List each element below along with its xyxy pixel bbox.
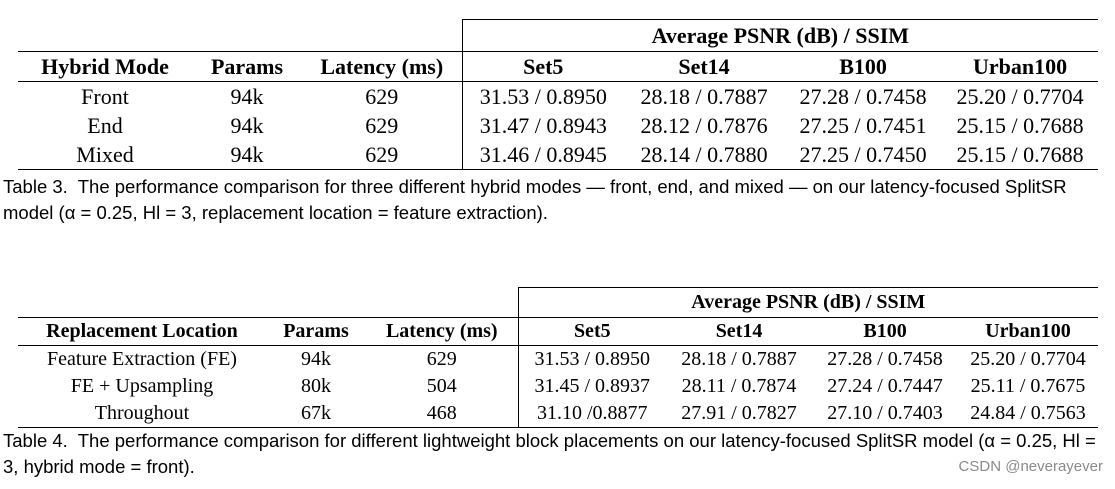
table-cell: 28.18 / 0.7887 [640,83,768,109]
column-header: Set14 [624,51,785,82]
column-header: Replacement Location [18,317,266,346]
table-cell: 31.46 / 0.8945 [461,140,625,170]
column-header: Params [266,317,366,346]
table-cell: 94k [301,348,331,370]
table-cell: 80k [301,375,331,397]
table-cell: 25.20 / 0.7704 [956,83,1084,109]
table-cell: 27.28 / 0.7458 [799,83,927,109]
column-header: Hybrid Mode [18,51,192,82]
table-cell: 67k [266,400,366,428]
caption-text: The performance comparison for different… [3,430,1096,477]
table-cell: Feature Extraction (FE) [47,348,237,370]
caption-label: Table 4. [3,430,68,451]
table-cell: 28.14 / 0.7880 [624,140,785,170]
table-cell: 24.84 / 0.7563 [958,400,1099,428]
watermark: CSDN @neverayever [958,458,1103,475]
table-3-group-header: Average PSNR (dB) / SSIM [461,19,1099,52]
column-header: Set14 [666,317,813,346]
table-3: Average PSNR (dB) / SSIM Hybrid Mode Par… [18,19,1099,170]
table-4-group-row: Average PSNR (dB) / SSIM [18,287,1099,318]
table-row: Throughout 67k 468 31.10 /0.8877 27.91 /… [18,400,1099,428]
table-4: Average PSNR (dB) / SSIM Replacement Loc… [18,287,1099,428]
table-cell: 94k [230,83,264,109]
table-cell: End [87,112,123,138]
table-cell: 31.53 / 0.8950 [461,81,625,111]
table-row: Feature Extraction (FE) 94k 629 31.53 / … [18,345,1098,373]
table-cell: 94k [192,140,302,170]
table-cell: 27.25 / 0.7450 [784,140,943,170]
caption-text: The performance comparison for three dif… [3,176,1067,223]
column-header: B100 [812,317,959,346]
table-cell: 629 [365,83,399,109]
table-cell: 468 [366,400,519,428]
table-3-group-row: Average PSNR (dB) / SSIM [18,19,1099,52]
column-header: Urban100 [958,317,1099,346]
table-cell: FE + Upsampling [70,375,214,397]
column-header: Latency (ms) [366,317,519,346]
table-row: Front 94k 629 31.53 / 0.8950 28.18 / 0.7… [18,81,1098,111]
table-cell: 25.15 / 0.7688 [956,112,1084,138]
table-cell: 31.53 / 0.8950 [517,345,667,373]
column-header: Urban100 [942,51,1099,82]
table-cell: 504 [426,375,457,397]
table-3-caption: Table 3. The performance comparison for … [3,174,1115,226]
column-header: Latency (ms) [302,51,463,82]
table-cell: 25.20 / 0.7704 [970,348,1086,370]
table-3-header-row: Hybrid Mode Params Latency (ms) Set5 Set… [18,51,1099,82]
table-cell: 94k [230,112,264,138]
table-cell: 629 [365,112,399,138]
table-cell: 25.11 / 0.7675 [970,375,1086,397]
table-cell: 27.24 / 0.7447 [827,375,943,397]
table-cell: 27.10 / 0.7403 [812,400,959,428]
table-cell: 27.91 / 0.7827 [666,400,813,428]
table-cell: 629 [302,140,463,170]
table-cell: 25.15 / 0.7688 [942,140,1099,170]
column-header: B100 [784,51,943,82]
table-4-header-row: Replacement Location Params Latency (ms)… [18,317,1099,346]
table-row: Mixed 94k 629 31.46 / 0.8945 28.14 / 0.7… [18,140,1099,170]
table-cell: 31.47 / 0.8943 [461,111,625,140]
table-cell: 31.10 /0.8877 [517,400,667,428]
table-cell: Mixed [18,140,192,170]
table-row: FE + Upsampling 80k 504 31.45 / 0.8937 2… [18,373,1098,400]
table-cell: 28.18 / 0.7887 [681,348,797,370]
table-cell: Throughout [18,400,266,428]
table-row: End 94k 629 31.47 / 0.8943 28.12 / 0.787… [18,111,1098,140]
table-cell: 28.11 / 0.7874 [681,375,797,397]
table-cell: 28.12 / 0.7876 [640,112,768,138]
table-cell: 27.28 / 0.7458 [827,348,943,370]
column-header: Params [192,51,302,82]
table-cell: 31.45 / 0.8937 [517,373,667,400]
table-cell: 629 [426,348,457,370]
caption-label: Table 3. [3,176,68,197]
column-header: Set5 [517,317,667,346]
table-cell: 27.25 / 0.7451 [799,112,927,138]
table-cell: Front [81,83,129,109]
column-header: Set5 [461,51,625,82]
table-4-group-header: Average PSNR (dB) / SSIM [517,287,1099,318]
table-4-caption: Table 4. The performance comparison for … [3,428,1115,480]
